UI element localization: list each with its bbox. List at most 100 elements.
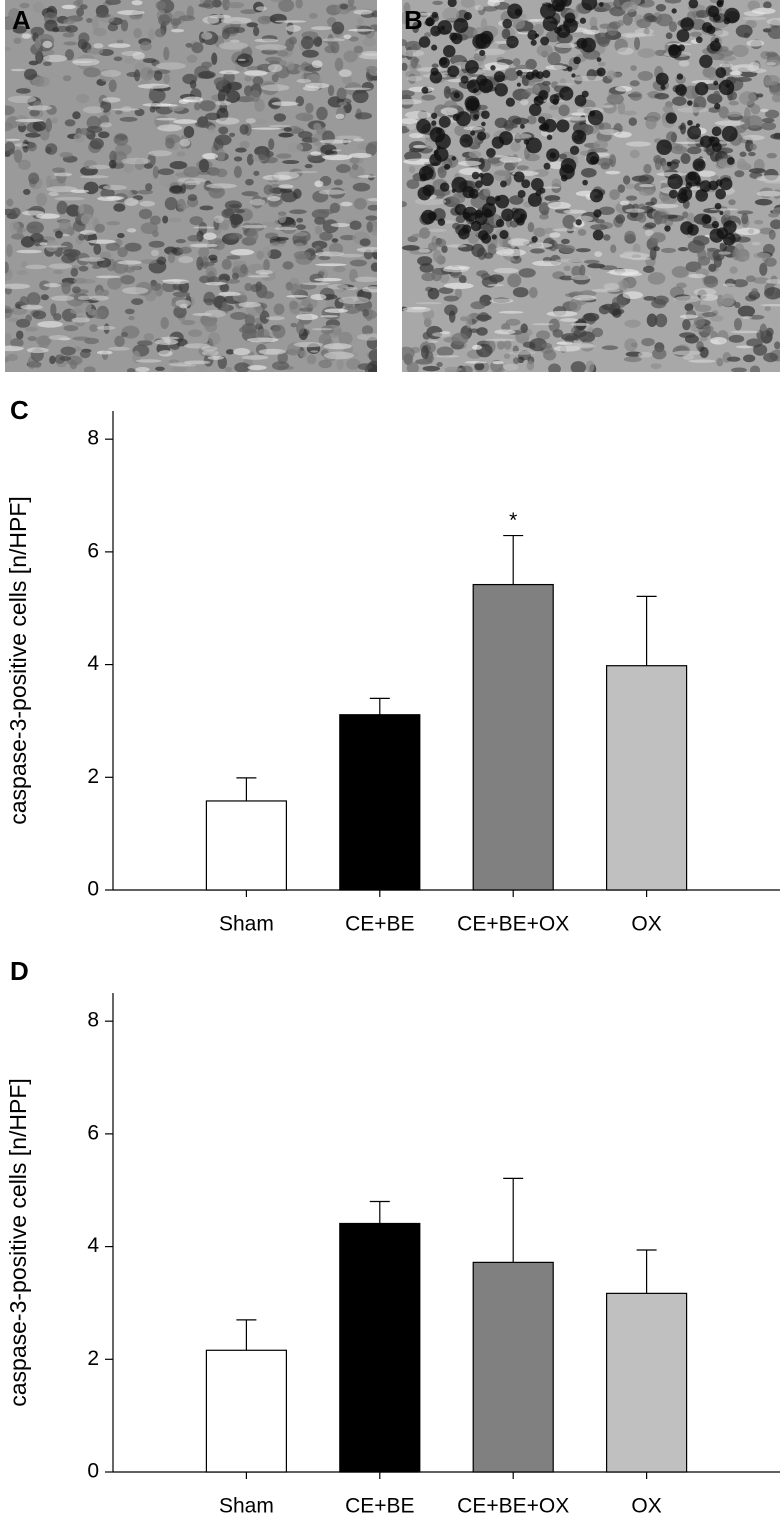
nucleus [277,351,288,365]
nucleus [558,104,570,117]
nucleus [634,36,641,51]
nucleus [78,233,86,241]
nucleus [591,327,604,338]
necrosis [567,66,573,72]
nucleus [60,346,76,356]
nucleus [165,137,175,149]
necrosis [556,119,570,133]
nucleus [314,225,323,235]
stroma [79,230,96,235]
nucleus [49,355,56,365]
nucleus [254,98,265,112]
nucleus [402,346,415,361]
necrosis [458,227,470,240]
stroma [508,350,536,355]
nucleus [109,150,117,163]
nucleus [421,94,436,101]
nucleus [753,252,771,259]
stroma [43,54,68,63]
nucleus [187,194,198,202]
nucleus [221,258,232,270]
stroma [402,49,425,57]
nucleus [589,16,598,29]
nucleus [452,191,466,204]
stroma [150,249,160,257]
necrosis [556,24,571,38]
necrosis [709,40,721,52]
nucleus [105,0,121,5]
nucleus [670,145,688,155]
nucleus [437,165,447,179]
nucleus [86,115,101,130]
nucleus [654,92,670,100]
necrosis [481,121,486,127]
stroma [682,354,695,361]
nucleus [598,304,610,315]
necrosis [516,69,523,77]
nucleus [273,113,287,122]
nucleus [198,246,210,258]
necrosis [437,218,446,226]
necrosis [712,13,721,22]
stroma [625,141,652,147]
nucleus [501,28,511,40]
nucleus [583,312,600,322]
nucleus [593,139,609,150]
nucleus [684,85,698,99]
stroma [82,106,105,114]
nucleus [28,172,40,185]
nucleus [702,312,717,318]
nucleus [221,28,231,40]
nucleus [431,268,443,282]
stroma [639,183,655,188]
nucleus [230,216,239,229]
nucleus [539,213,549,220]
necrosis [660,84,666,90]
nucleus [570,361,586,372]
necrosis [481,110,490,120]
nucleus [748,151,756,157]
nucleus [226,2,245,9]
nucleus [246,22,258,28]
necrosis [493,71,506,83]
nucleus [233,26,246,34]
stroma [177,364,197,367]
stroma [344,87,372,91]
nucleus [28,60,39,66]
stroma [95,275,121,279]
necrosis [695,36,703,44]
nucleus [45,118,53,133]
nucleus [287,142,304,153]
nucleus [238,295,248,303]
nucleus [120,19,129,32]
nucleus [150,282,162,291]
stroma [15,118,44,123]
nucleus [349,259,367,267]
bar [472,1261,554,1473]
nucleus [70,267,79,277]
nucleus [617,101,626,115]
stroma [229,39,240,43]
nucleus [551,178,562,190]
necrosis [711,220,720,229]
nucleus [222,219,232,226]
necrosis [671,8,677,14]
nucleus [544,195,561,202]
nucleus [764,79,774,86]
nucleus [624,183,637,190]
stroma [319,139,352,144]
nucleus [119,275,136,285]
y-tick-label: 8 [87,1009,99,1032]
stroma [267,195,281,202]
necrosis [418,165,434,181]
nucleus [402,245,420,251]
nucleus [6,198,14,207]
nucleus [128,315,135,321]
nucleus [239,124,249,135]
necrosis [664,225,671,232]
necrosis [685,182,693,189]
nucleus [511,18,526,30]
nucleus [333,179,343,186]
stroma [20,304,43,310]
nucleus [126,368,136,372]
